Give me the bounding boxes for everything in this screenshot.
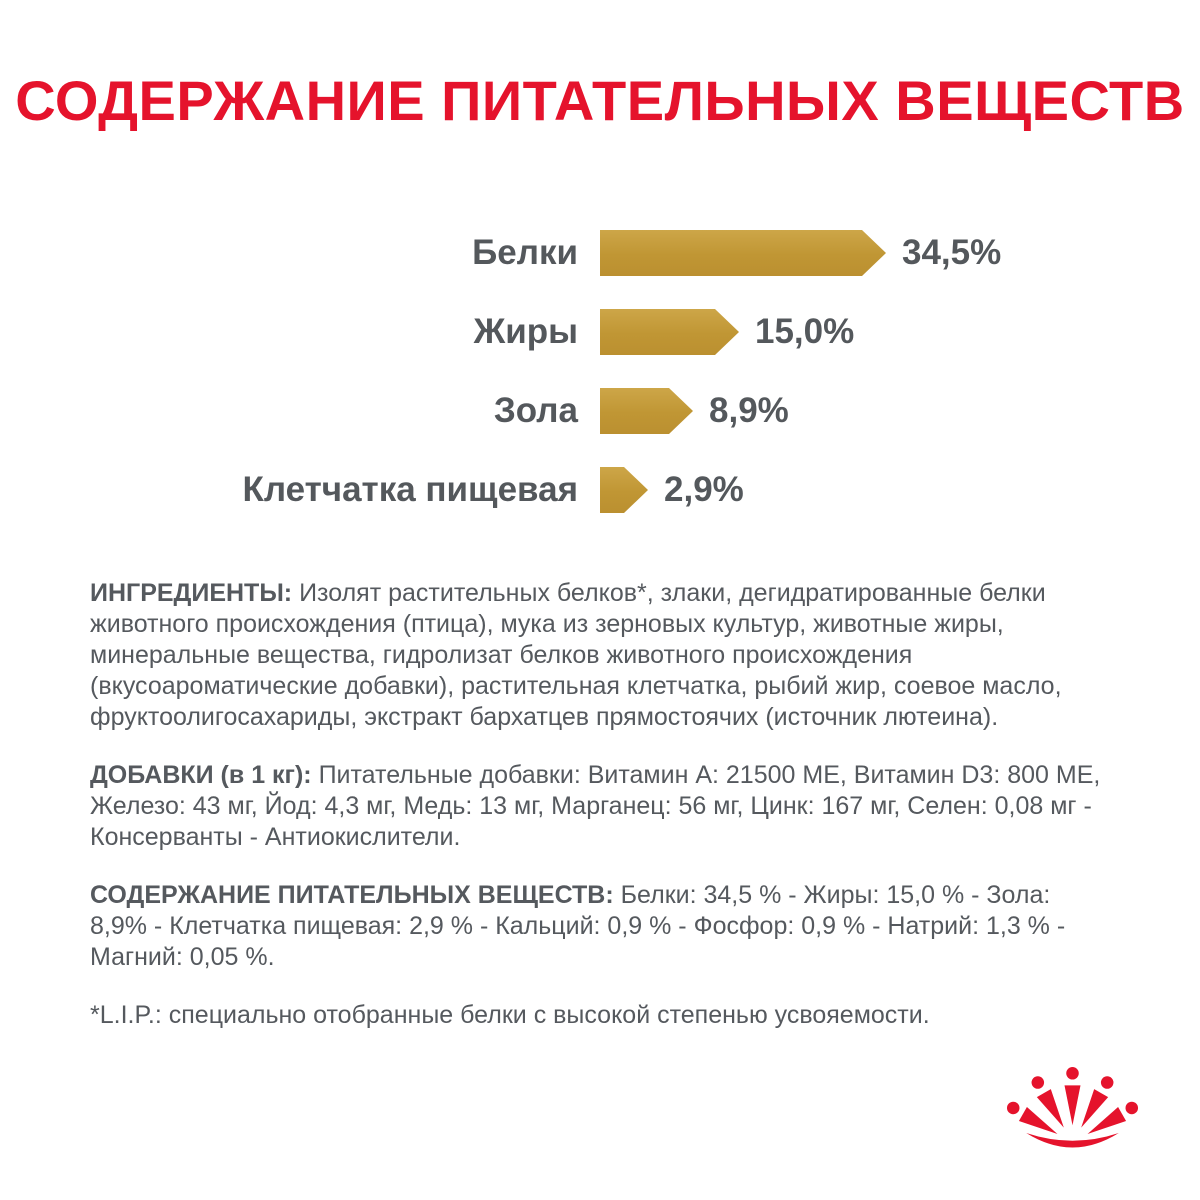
bar-fiber	[600, 467, 648, 513]
bar-label: Жиры	[473, 312, 578, 351]
crown-base	[1026, 1133, 1119, 1148]
bar-ash	[600, 388, 693, 434]
crown-dot	[1100, 1076, 1114, 1089]
section-label: ДОБАВКИ (в 1 кг):	[90, 761, 312, 789]
bar-fats	[600, 309, 739, 355]
chart-row-fats: Жиры 15,0%	[0, 309, 1200, 355]
crown-dot	[1031, 1076, 1045, 1089]
chart-row-ash: Зола 8,9%	[0, 388, 1200, 434]
text-sections: ИНГРЕДИЕНТЫ: Изолят растительных белков*…	[90, 578, 1112, 1031]
chart-row-proteins: Белки 34,5%	[0, 230, 1200, 276]
bar-value: 34,5%	[902, 233, 1002, 272]
section-text: Изолят растительных белков*, злаки, деги…	[90, 579, 1062, 731]
bar-label: Клетчатка пищевая	[242, 470, 578, 509]
crown-dot	[1066, 1067, 1079, 1080]
crown-ray	[1081, 1089, 1109, 1128]
crown-ray	[1087, 1107, 1127, 1134]
bar-value: 15,0%	[755, 312, 855, 351]
bar-label: Белки	[472, 233, 578, 272]
section-label: ИНГРЕДИЕНТЫ:	[90, 579, 293, 607]
crown-ray	[1064, 1085, 1081, 1126]
crown-ray	[1018, 1107, 1058, 1134]
bar-value: 2,9%	[664, 470, 744, 509]
crown-dot	[1125, 1101, 1139, 1115]
section-nutrient-content: СОДЕРЖАНИЕ ПИТАТЕЛЬНЫХ ВЕЩЕСТВ: Белки: 3…	[90, 880, 1112, 973]
bar-label: Зола	[493, 391, 578, 430]
page-title: СОДЕРЖАНИЕ ПИТАТЕЛЬНЫХ ВЕЩЕСТВ	[15, 69, 1185, 132]
chart-row-fiber: Клетчатка пищевая 2,9%	[0, 467, 1200, 513]
footnote-lip: *L.I.P.: специально отобранные белки с в…	[90, 1001, 930, 1029]
section-label: СОДЕРЖАНИЕ ПИТАТЕЛЬНЫХ ВЕЩЕСТВ:	[90, 881, 614, 909]
crown-ray	[1036, 1089, 1064, 1128]
nutrient-bar-chart: Белки 34,5% Жиры 15,0% Зола 8,9% Клетчат…	[0, 230, 1200, 546]
section-text: Питательные добавки: Витамин A: 21500 ME…	[90, 761, 1101, 851]
bar-proteins	[600, 230, 886, 276]
royal-canin-crown-logo	[1006, 1067, 1139, 1148]
crown-dot	[1006, 1101, 1020, 1115]
section-text: Белки: 34,5 % - Жиры: 15,0 % - Зола: 8,9…	[90, 881, 1066, 971]
section-ingredients: ИНГРЕДИЕНТЫ: Изолят растительных белков*…	[90, 578, 1112, 733]
bar-value: 8,9%	[709, 391, 789, 430]
section-additives: ДОБАВКИ (в 1 кг): Питательные добавки: В…	[90, 760, 1112, 853]
